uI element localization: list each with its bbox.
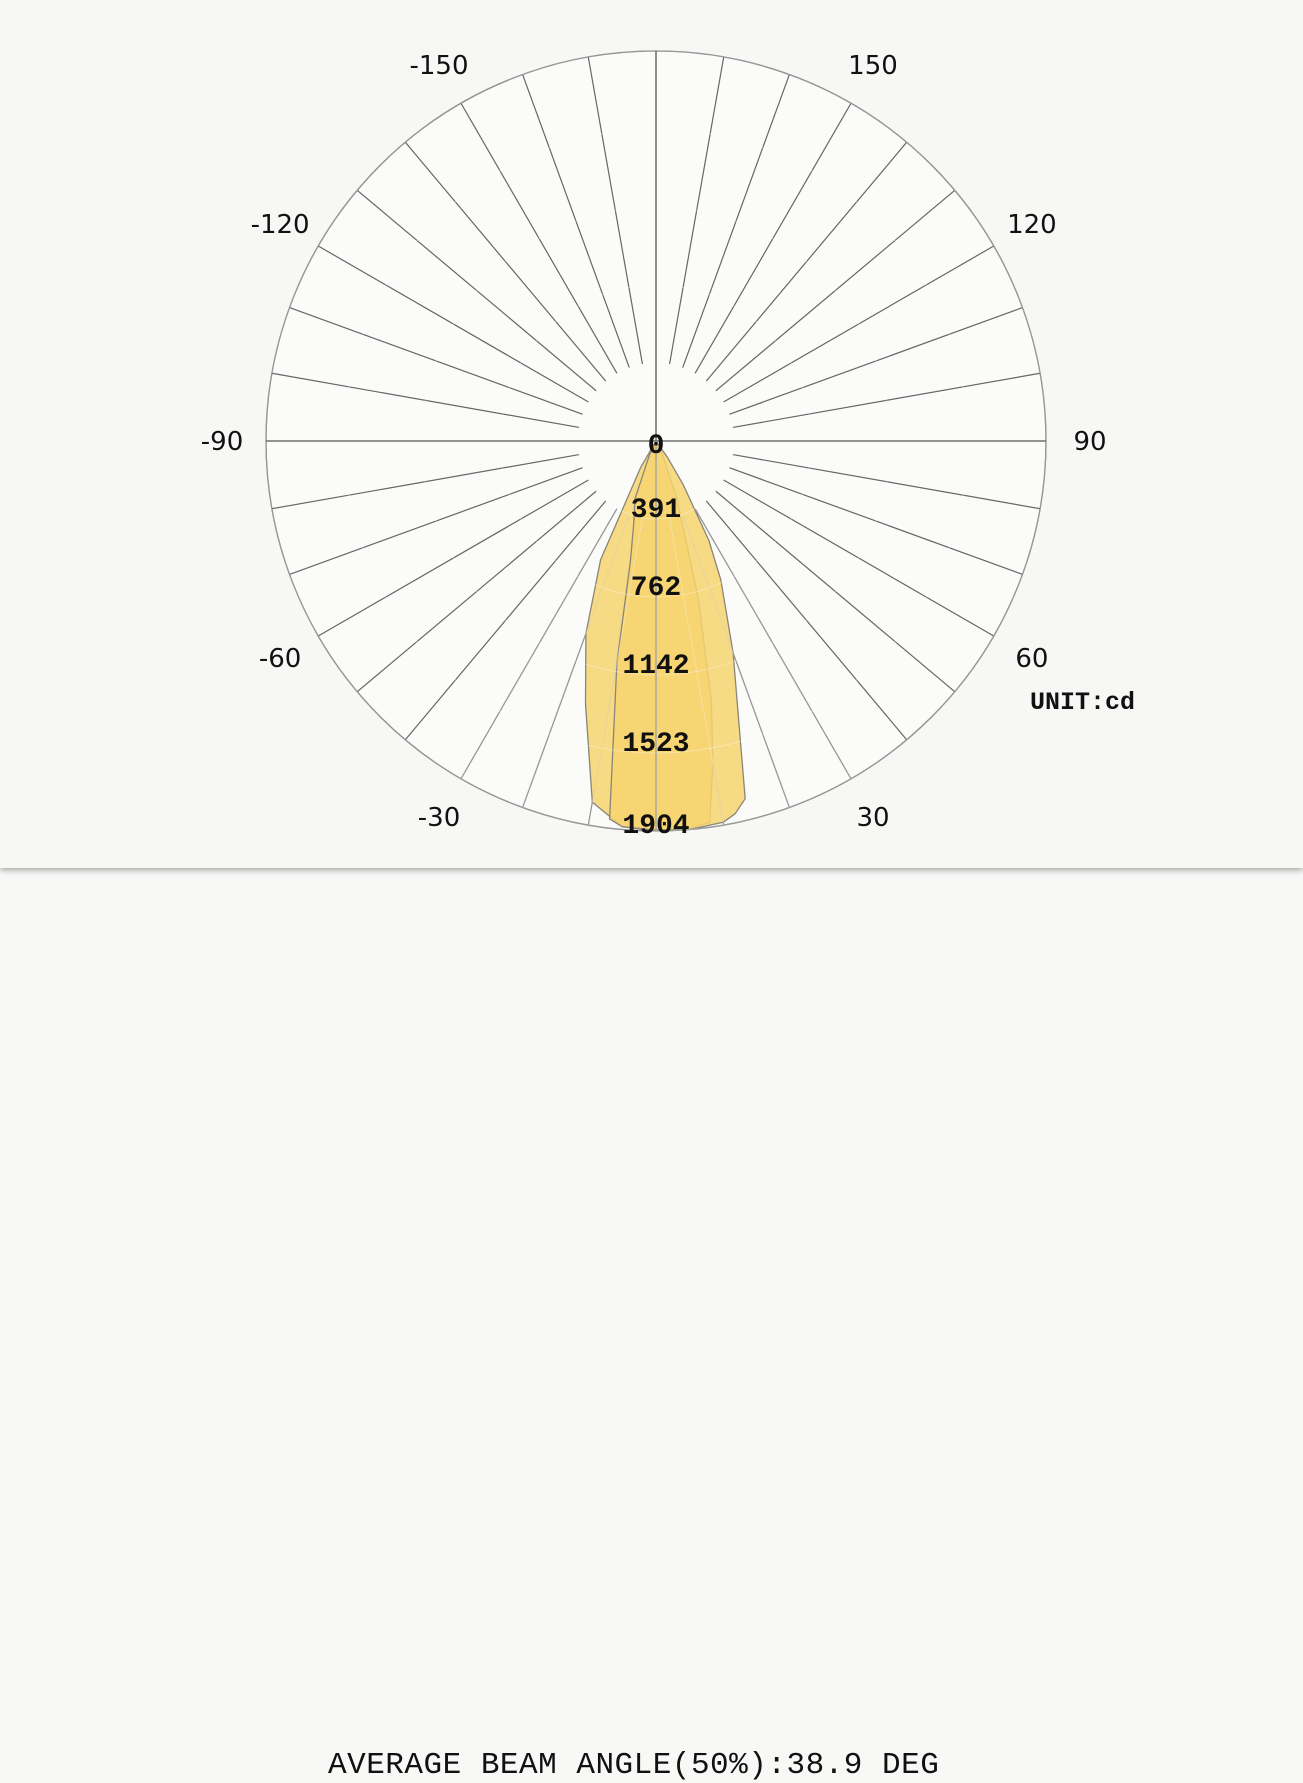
angular-grid-line bbox=[404, 500, 607, 741]
radial-tick-label: 762 bbox=[631, 573, 681, 604]
radial-tick-label: 391 bbox=[631, 495, 681, 526]
angular-grid-line bbox=[715, 490, 956, 693]
angle-tick-label: -60 bbox=[259, 644, 301, 674]
angular-grid-line-overlay bbox=[587, 517, 643, 826]
angle-tick-label: -90 bbox=[201, 427, 243, 457]
angular-grid-line bbox=[732, 372, 1041, 429]
angular-grid-line bbox=[522, 74, 630, 368]
angular-grid-line bbox=[705, 141, 908, 382]
angle-tick-label: 60 bbox=[1015, 644, 1048, 674]
angle-tick-label: 90 bbox=[1073, 427, 1106, 457]
angular-grid-line bbox=[694, 102, 852, 374]
labels: -150 150 -120 120 -90 90 -60 60 -30 30 0 391 762 1142… bbox=[201, 51, 1107, 842]
angular-grid-line bbox=[705, 500, 908, 741]
radial-tick-label: 1142 bbox=[622, 651, 689, 682]
angular-grid-line bbox=[723, 245, 995, 403]
angular-grid-line-overlay bbox=[682, 514, 790, 808]
radial-tick-label: 1523 bbox=[622, 729, 689, 760]
angle-tick-label: 150 bbox=[848, 51, 898, 81]
angular-grid-line bbox=[289, 307, 583, 415]
angular-grid-line bbox=[317, 245, 589, 403]
angular-grid-line bbox=[460, 102, 618, 374]
angle-tick-label: 30 bbox=[856, 803, 889, 833]
chart-panel: -150 150 -120 120 -90 90 -60 60 -30 30 0 391 762 1142… bbox=[0, 0, 1303, 868]
angular-grid-line bbox=[356, 490, 597, 693]
unit-label: UNIT:cd bbox=[1030, 688, 1135, 717]
angular-grid-line bbox=[317, 479, 589, 637]
angular-grid-line bbox=[729, 307, 1023, 415]
polar-chart: -150 150 -120 120 -90 90 -60 60 -30 30 0 391 762 1142… bbox=[201, 50, 1135, 842]
angular-grid-line bbox=[289, 467, 583, 575]
angular-grid-line bbox=[356, 189, 597, 392]
angle-tick-label: 120 bbox=[1007, 210, 1057, 240]
angle-tick-label: -30 bbox=[418, 803, 460, 833]
radial-tick-label: 0 bbox=[648, 431, 665, 462]
angular-grid-line bbox=[404, 141, 607, 382]
angle-tick-label: -120 bbox=[251, 210, 310, 240]
angular-grid-line bbox=[682, 74, 790, 368]
angular-grid-line bbox=[715, 189, 956, 392]
angle-tick-label: -150 bbox=[409, 51, 468, 81]
angular-grid-line bbox=[732, 453, 1041, 510]
angular-grid-line bbox=[587, 56, 644, 365]
beam-angle-text: AVERAGE BEAM ANGLE(50%):38.9 DEG bbox=[328, 1748, 940, 1783]
radial-tick-label: 1904 bbox=[622, 811, 689, 842]
angular-grid-line-overlay bbox=[460, 508, 618, 779]
footer: AVERAGE BEAM ANGLE(50%):38.9 DEG bbox=[0, 872, 1303, 1783]
angular-grid-line-overlay bbox=[669, 517, 725, 826]
angular-grid-line-overlay bbox=[694, 508, 852, 779]
intensity-curve-1 bbox=[608, 440, 746, 831]
angular-grid-line bbox=[668, 56, 725, 365]
polar-axes bbox=[266, 51, 1046, 831]
angular-grid-line bbox=[460, 508, 618, 780]
angular-grid-line bbox=[694, 508, 852, 780]
angular-grid-line bbox=[729, 467, 1023, 575]
angular-grid-line bbox=[271, 372, 580, 429]
angular-grid-line-overlay bbox=[522, 514, 630, 808]
angular-grid-line bbox=[271, 453, 580, 510]
angular-grid-line bbox=[723, 479, 995, 637]
